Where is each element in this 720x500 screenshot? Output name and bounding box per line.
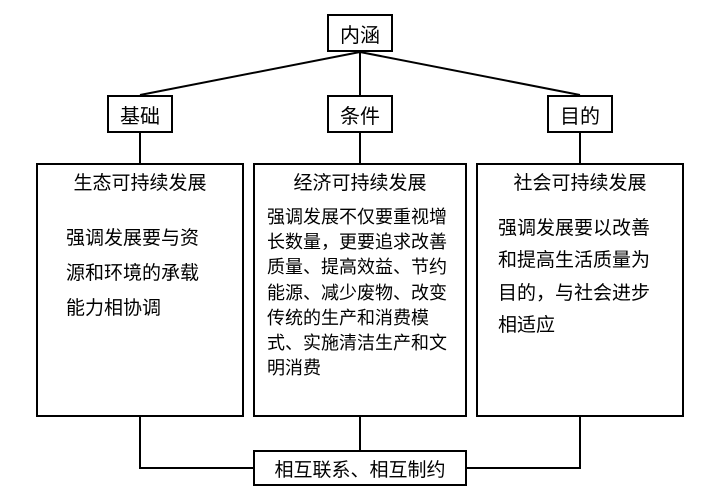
mid-node-basis: 基础	[107, 95, 173, 133]
desc-text-basis: 强调发展要与资源和环境的承载能力相协调	[66, 221, 214, 326]
root-label: 内涵	[340, 19, 380, 48]
title-node-purpose: 社会可持续发展	[476, 163, 684, 199]
root-node: 内涵	[327, 14, 393, 52]
desc-node-condition: 强调发展不仅要重视增长数量，更要追求改善质量、提高效益、节约能源、减少废物、改变…	[253, 197, 467, 417]
footer-label: 相互联系、相互制约	[274, 455, 445, 482]
mid-label-basis: 基础	[120, 100, 160, 129]
desc-text-condition: 强调发展不仅要重视增长数量，更要追求改善质量、提高效益、节约能源、减少废物、改变…	[267, 205, 453, 381]
title-label-basis: 生态可持续发展	[73, 168, 206, 195]
desc-node-purpose: 强调发展要以改善和提高生活质量为目的，与社会进步相适应	[476, 197, 684, 417]
title-node-condition: 经济可持续发展	[253, 163, 467, 199]
mid-node-condition: 条件	[327, 95, 393, 133]
mid-label-purpose: 目的	[560, 100, 600, 129]
title-label-purpose: 社会可持续发展	[513, 168, 646, 195]
mid-node-purpose: 目的	[547, 95, 613, 133]
footer-node: 相互联系、相互制约	[253, 450, 467, 486]
desc-node-basis: 强调发展要与资源和环境的承载能力相协调	[36, 197, 244, 417]
desc-text-purpose: 强调发展要以改善和提高生活质量为目的，与社会进步相适应	[498, 213, 662, 342]
title-label-condition: 经济可持续发展	[293, 168, 426, 195]
title-node-basis: 生态可持续发展	[36, 163, 244, 199]
mid-label-condition: 条件	[340, 100, 380, 129]
